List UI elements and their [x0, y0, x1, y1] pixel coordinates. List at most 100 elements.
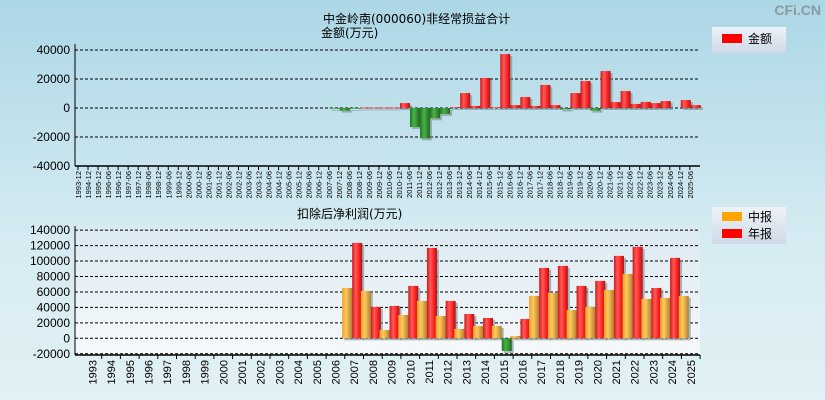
top-xtick-label: 2013-12	[455, 171, 464, 199]
top-bar	[610, 102, 621, 108]
chart-title-top: 中金岭南(000060)非经常损益合计	[323, 12, 511, 26]
annual-bar	[557, 265, 568, 339]
top-bar	[430, 108, 441, 119]
top-xtick-label: 1999-12	[174, 171, 183, 199]
bottom-xtick-label: 2002	[256, 360, 268, 384]
bottom-ytick-label: 0	[63, 331, 70, 345]
interim-bar	[547, 292, 558, 339]
top-xtick-label: 2008-06	[345, 171, 354, 199]
legend-swatch	[722, 212, 742, 221]
bottom-ytick-label: 80000	[37, 270, 71, 284]
legend-top: 金额	[712, 27, 786, 53]
bottom-xtick-label: 2012	[443, 360, 455, 384]
bottom-xtick-label: 2007	[349, 360, 361, 384]
top-xtick-label: 2008-12	[355, 171, 364, 199]
top-bar	[379, 107, 390, 109]
annual-bar	[632, 246, 643, 339]
interim-bar	[641, 298, 652, 339]
top-bar	[359, 107, 370, 109]
top-bar-shadow	[381, 109, 392, 111]
bottom-xtick-label: 2024	[667, 360, 679, 384]
top-bar	[640, 101, 651, 108]
top-ytick-label: -20000	[33, 130, 71, 144]
bottom-xtick-label: 1994	[106, 360, 118, 384]
top-xtick-label: 2009-06	[365, 171, 374, 199]
annual-bar	[595, 280, 606, 339]
annual-bar	[613, 255, 624, 339]
top-bar-shadow	[391, 109, 402, 111]
legend-item-interim: 中报	[712, 208, 786, 225]
bottom-xtick-label: 2015	[499, 360, 511, 384]
top-bar	[590, 108, 601, 111]
top-bar	[520, 96, 531, 108]
top-xtick-label: 2012-12	[435, 171, 444, 199]
top-xtick-label: 2023-12	[656, 171, 665, 199]
top-bar-shadow	[592, 110, 603, 113]
top-bar	[409, 108, 420, 127]
top-xtick-label: 2001-06	[204, 171, 213, 199]
top-bar-shadow	[492, 109, 503, 111]
top-xtick-label: 2005-12	[295, 171, 304, 199]
top-xtick-label: 2000-06	[184, 171, 193, 199]
bottom-xtick-label: 1997	[162, 360, 174, 384]
top-xtick-label: 1996-06	[104, 171, 113, 199]
legend-swatch	[722, 34, 742, 43]
top-bar	[600, 71, 611, 108]
top-bar	[329, 108, 340, 109]
top-bar	[420, 108, 431, 139]
bottom-xtick-label: 1995	[125, 360, 137, 384]
top-xtick-label: 2006-12	[315, 171, 324, 199]
top-xtick-label: 2001-12	[214, 171, 223, 199]
interim-bar	[622, 273, 633, 339]
interim-bar	[416, 300, 427, 339]
bottom-xtick-label: 2025	[686, 360, 698, 384]
annual-bar	[670, 257, 681, 339]
top-bar-shadow	[452, 109, 463, 110]
bottom-ytick-label: 100000	[30, 254, 70, 268]
interim-bar	[379, 329, 390, 339]
top-xtick-label: 2019-06	[565, 171, 574, 199]
top-bar-shadow	[472, 107, 483, 110]
bottom-xtick-label: 1996	[143, 360, 155, 384]
top-bar-shadow	[562, 110, 573, 112]
interim-bar	[360, 290, 371, 339]
annual-bar	[408, 285, 419, 339]
top-bar-shadow	[552, 107, 563, 110]
top-xtick-label: 2022-06	[626, 171, 635, 199]
top-xtick-label: 2021-06	[606, 171, 615, 199]
top-bar	[470, 105, 481, 108]
interim-bar	[585, 306, 596, 339]
top-bar	[570, 93, 581, 108]
bottom-xtick-label: 2008	[368, 360, 380, 384]
bottom-xtick-label: 2018	[555, 360, 567, 384]
top-bar	[550, 105, 561, 108]
top-bar-shadow	[532, 107, 543, 110]
legend-label: 年报	[748, 227, 773, 241]
interim-bar	[678, 295, 689, 339]
top-bar	[510, 105, 521, 108]
top-bar	[369, 107, 380, 109]
annual-bar	[389, 305, 400, 339]
annual-bar	[483, 317, 494, 339]
top-xtick-label: 2011-06	[405, 171, 414, 198]
top-xtick-label: 2014-12	[475, 171, 484, 199]
annual-bar	[352, 242, 363, 339]
top-xtick-label: 2017-06	[525, 171, 534, 199]
annual-bar	[520, 318, 531, 339]
top-xtick-label: 2014-06	[465, 171, 474, 199]
top-ytick-label: 0	[63, 101, 70, 115]
top-bar	[680, 100, 691, 108]
top-xtick-label: 2025-06	[686, 171, 695, 199]
bottom-xtick-label: 1999	[200, 360, 212, 384]
interim-bar	[603, 289, 614, 339]
top-bar-shadow	[341, 110, 352, 113]
top-bar	[630, 103, 641, 108]
top-xtick-label: 2000-12	[194, 171, 203, 199]
top-xtick-label: 1999-06	[164, 171, 173, 199]
bottom-xtick-label: 2004	[293, 360, 305, 384]
chart-title-bottom: 扣除后净利润(万元)	[297, 207, 403, 221]
bottom-xtick-label: 2005	[312, 360, 324, 384]
top-xtick-label: 1996-12	[114, 171, 123, 199]
interim-bar	[510, 335, 521, 339]
